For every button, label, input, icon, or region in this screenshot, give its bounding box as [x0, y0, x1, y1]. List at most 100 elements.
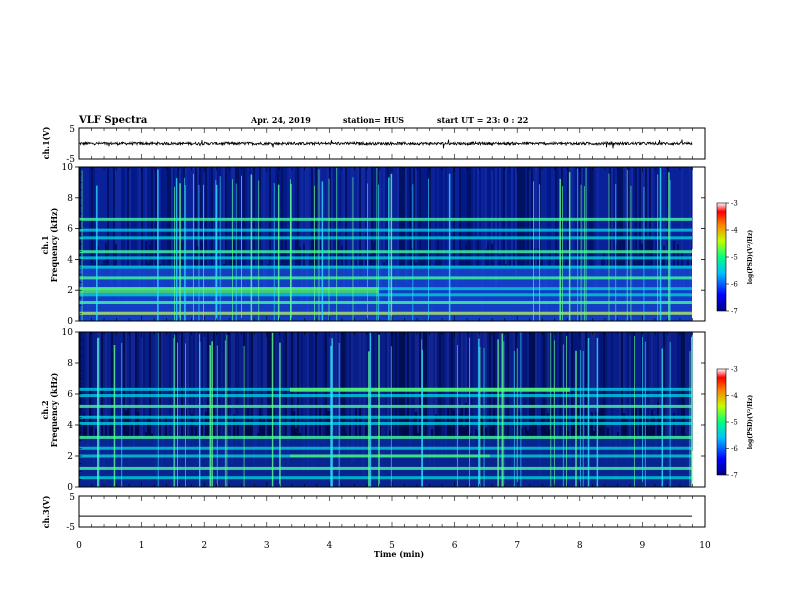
- noise-column: [463, 332, 465, 427]
- frequency-band: [79, 394, 692, 398]
- noise-column: [109, 167, 111, 285]
- noise-column: [439, 167, 441, 258]
- noise-column: [311, 167, 313, 283]
- ch2-spectrogram-ylabel-channel: ch.2: [40, 400, 50, 419]
- noise-column: [397, 167, 399, 280]
- noise-column: [227, 167, 229, 268]
- noise-column: [481, 332, 483, 419]
- noise-column: [457, 167, 459, 285]
- noise-column: [147, 167, 149, 263]
- chart-title: VLF Spectra: [78, 115, 148, 126]
- noise-column: [111, 332, 113, 455]
- noise-column: [337, 332, 339, 473]
- noise-column: [667, 167, 669, 250]
- noise-column: [437, 167, 439, 238]
- noise-column: [441, 332, 443, 466]
- noise-column: [571, 167, 573, 279]
- noise-column: [643, 332, 645, 416]
- noise-column: [141, 167, 143, 276]
- noise-column: [605, 332, 607, 472]
- noise-column: [681, 167, 683, 252]
- noise-column: [599, 332, 601, 408]
- noise-column: [269, 167, 271, 281]
- noise-column: [577, 332, 579, 404]
- noise-column: [125, 332, 127, 411]
- noise-column: [625, 167, 627, 303]
- noise-column: [549, 332, 551, 430]
- noise-column: [341, 332, 343, 440]
- noise-column: [237, 167, 239, 302]
- noise-column: [137, 167, 139, 299]
- noise-column: [143, 167, 145, 306]
- noise-column: [659, 332, 661, 418]
- noise-column: [229, 167, 231, 255]
- noise-column: [555, 332, 557, 453]
- noise-column: [619, 167, 621, 267]
- noise-column: [679, 167, 681, 303]
- noise-column: [507, 167, 509, 275]
- noise-column: [223, 167, 225, 265]
- noise-column: [631, 167, 633, 287]
- noise-column: [611, 332, 613, 441]
- noise-column: [417, 332, 419, 433]
- frequency-band: [79, 217, 692, 221]
- colorbar-label: log(PSD)(V²/Hz): [747, 230, 754, 285]
- noise-column: [291, 332, 293, 427]
- noise-column: [251, 332, 253, 443]
- noise-column: [135, 167, 137, 288]
- noise-column: [199, 167, 201, 255]
- noise-column: [593, 167, 595, 298]
- noise-column: [541, 167, 543, 253]
- noise-column: [641, 332, 643, 454]
- noise-column: [117, 332, 119, 454]
- xtick-label: 2: [201, 541, 207, 551]
- noise-column: [265, 332, 267, 471]
- noise-column: [535, 167, 537, 302]
- noise-column: [207, 332, 209, 402]
- noise-column: [543, 332, 545, 415]
- noise-column: [313, 332, 315, 466]
- noise-column: [165, 332, 167, 417]
- noise-column: [295, 332, 297, 428]
- noise-column: [319, 332, 321, 407]
- noise-column: [127, 167, 129, 239]
- noise-column: [387, 332, 389, 454]
- noise-column: [343, 332, 345, 427]
- frequency-band: [79, 265, 692, 269]
- noise-column: [417, 167, 419, 284]
- noise-column: [515, 332, 517, 456]
- noise-column: [591, 332, 593, 413]
- noise-column: [379, 167, 381, 314]
- noise-column: [283, 332, 285, 477]
- noise-column: [203, 332, 205, 437]
- colorbar-gradient: [716, 202, 727, 312]
- noise-column: [631, 332, 633, 452]
- noise-column: [325, 332, 327, 469]
- noise-column: [351, 167, 353, 257]
- xtick-label: 5: [389, 541, 395, 551]
- noise-column: [507, 332, 509, 433]
- noise-column: [459, 167, 461, 267]
- noise-column: [673, 332, 675, 413]
- noise-column: [411, 332, 413, 444]
- noise-column: [349, 332, 351, 422]
- noise-column: [597, 167, 599, 276]
- noise-column: [369, 167, 371, 255]
- noise-column: [237, 332, 239, 423]
- noise-column: [415, 332, 417, 412]
- noise-column: [495, 167, 497, 287]
- noise-column: [413, 332, 415, 419]
- noise-column: [415, 167, 417, 263]
- noise-column: [551, 167, 553, 289]
- noise-column: [479, 167, 481, 266]
- ch2-spectrogram-panel: 0 2 4 6 8 10: [62, 328, 706, 493]
- noise-column: [635, 332, 637, 407]
- noise-column: [539, 332, 541, 476]
- noise-column: [287, 167, 289, 258]
- noise-column: [563, 332, 565, 465]
- noise-column: [195, 332, 197, 427]
- noise-column: [431, 332, 433, 430]
- noise-column: [565, 167, 567, 258]
- noise-column: [601, 332, 603, 406]
- noise-column: [349, 167, 351, 279]
